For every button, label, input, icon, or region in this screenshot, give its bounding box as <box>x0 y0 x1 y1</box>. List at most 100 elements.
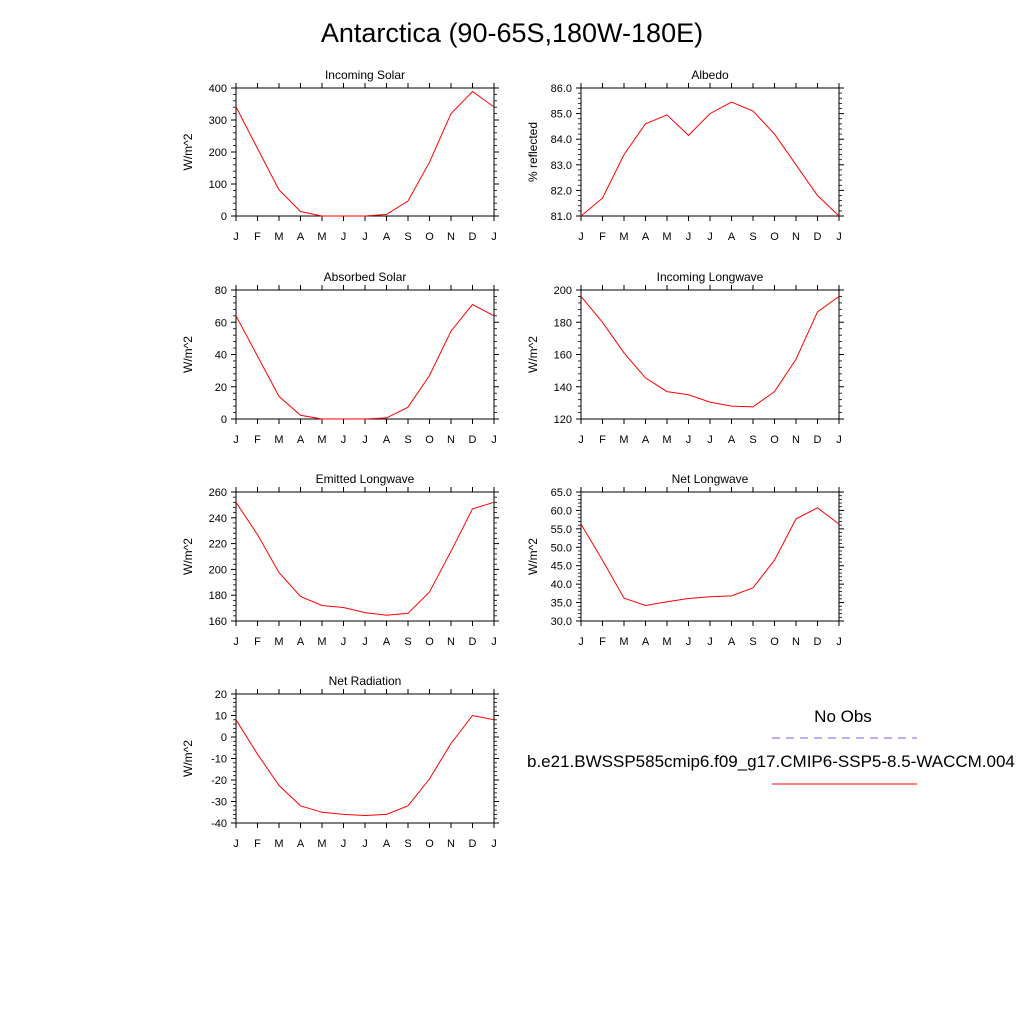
y-axis-label: W/m^2 <box>526 336 540 373</box>
y-tick-label: 45.0 <box>551 561 572 573</box>
y-tick-label: 81.0 <box>551 211 572 223</box>
panel-frame <box>580 289 840 420</box>
x-tick-label: D <box>469 838 477 850</box>
x-tick-label: F <box>599 434 606 446</box>
y-tick-label: 86.0 <box>551 83 572 95</box>
x-tick-label: N <box>447 838 455 850</box>
x-tick-label: O <box>425 838 434 850</box>
y-tick-label: -20 <box>211 775 227 787</box>
y-axis-label: W/m^2 <box>181 336 195 373</box>
panel-title: Net Longwave <box>672 472 749 486</box>
x-tick-label: M <box>274 838 283 850</box>
y-tick-label: 0 <box>221 732 227 744</box>
x-tick-label: D <box>469 434 477 446</box>
y-tick-label: 200 <box>209 147 227 159</box>
page-title-holder: Antarctica (90-65S,180W-180E) <box>0 18 1024 49</box>
x-tick-label: D <box>814 636 822 648</box>
x-tick-label: F <box>254 636 261 648</box>
y-tick-label: 240 <box>209 513 227 525</box>
x-tick-label: J <box>707 231 713 243</box>
y-tick-label: 84.0 <box>551 134 572 146</box>
y-tick-label: 100 <box>209 179 227 191</box>
panel-frame <box>235 289 495 420</box>
x-tick-label: O <box>770 434 779 446</box>
panel-title: Absorbed Solar <box>324 270 407 284</box>
panel-title: Albedo <box>691 68 729 82</box>
x-tick-label: M <box>619 636 628 648</box>
y-tick-label: 55.0 <box>551 524 572 536</box>
x-tick-label: N <box>792 434 800 446</box>
y-axis-label: W/m^2 <box>181 133 195 170</box>
x-tick-label: O <box>425 434 434 446</box>
y-tick-label: 160 <box>554 350 572 362</box>
y-tick-label: 10 <box>215 711 227 723</box>
panel-frame <box>235 693 495 824</box>
x-tick-label: S <box>749 231 756 243</box>
x-tick-label: A <box>297 434 305 446</box>
y-tick-label: 60 <box>215 317 227 329</box>
x-tick-label: N <box>792 636 800 648</box>
x-tick-label: D <box>469 231 477 243</box>
x-tick-label: M <box>274 636 283 648</box>
y-tick-label: 40 <box>215 350 227 362</box>
x-tick-label: M <box>619 231 628 243</box>
x-tick-label: A <box>728 231 736 243</box>
y-axis-label: % reflected <box>526 122 540 182</box>
x-tick-label: M <box>662 434 671 446</box>
y-axis-label: W/m^2 <box>181 538 195 575</box>
x-tick-label: S <box>404 231 411 243</box>
y-tick-label: 160 <box>209 616 227 628</box>
x-tick-label: A <box>383 434 391 446</box>
x-tick-label: D <box>814 434 822 446</box>
y-tick-label: 0 <box>221 211 227 223</box>
x-tick-label: J <box>233 636 239 648</box>
x-tick-label: J <box>578 636 584 648</box>
x-tick-label: A <box>297 231 305 243</box>
x-tick-label: A <box>642 231 650 243</box>
x-tick-label: J <box>341 434 347 446</box>
x-tick-label: S <box>749 636 756 648</box>
x-tick-label: J <box>341 636 347 648</box>
y-tick-label: 180 <box>209 590 227 602</box>
y-tick-label: 65.0 <box>551 487 572 499</box>
x-tick-label: J <box>686 231 692 243</box>
y-tick-label: 140 <box>554 382 572 394</box>
x-tick-label: J <box>233 231 239 243</box>
x-tick-label: J <box>341 838 347 850</box>
panel-frame <box>235 87 495 217</box>
y-tick-label: 20 <box>215 382 227 394</box>
x-tick-label: M <box>662 231 671 243</box>
x-tick-label: A <box>642 636 650 648</box>
series-line <box>580 507 840 607</box>
y-tick-label: 180 <box>554 317 572 329</box>
x-tick-label: M <box>317 838 326 850</box>
x-tick-label: O <box>425 636 434 648</box>
x-tick-label: J <box>707 636 713 648</box>
panel-frame <box>235 491 495 622</box>
x-tick-label: D <box>469 636 477 648</box>
x-tick-label: A <box>383 838 391 850</box>
x-tick-label: A <box>383 636 391 648</box>
x-tick-label: F <box>254 838 261 850</box>
x-tick-label: A <box>383 231 391 243</box>
y-tick-label: 83.0 <box>551 160 572 172</box>
y-tick-label: 80 <box>215 285 227 297</box>
x-tick-label: S <box>404 636 411 648</box>
x-tick-label: A <box>642 434 650 446</box>
x-tick-label: O <box>425 231 434 243</box>
series-line <box>235 90 495 217</box>
x-tick-label: J <box>707 434 713 446</box>
x-tick-label: O <box>770 231 779 243</box>
panel-title: Emitted Longwave <box>316 472 415 486</box>
x-tick-label: J <box>686 636 692 648</box>
x-tick-label: J <box>491 231 497 243</box>
y-tick-label: 85.0 <box>551 109 572 121</box>
x-tick-label: J <box>341 231 347 243</box>
x-tick-label: N <box>447 434 455 446</box>
x-tick-label: M <box>317 231 326 243</box>
x-tick-label: F <box>599 636 606 648</box>
legend-model-label: b.e21.BWSSP585cmip6.f09_g17.CMIP6-SSP5-8… <box>527 752 1015 771</box>
y-tick-label: 20 <box>215 689 227 701</box>
x-tick-label: M <box>662 636 671 648</box>
